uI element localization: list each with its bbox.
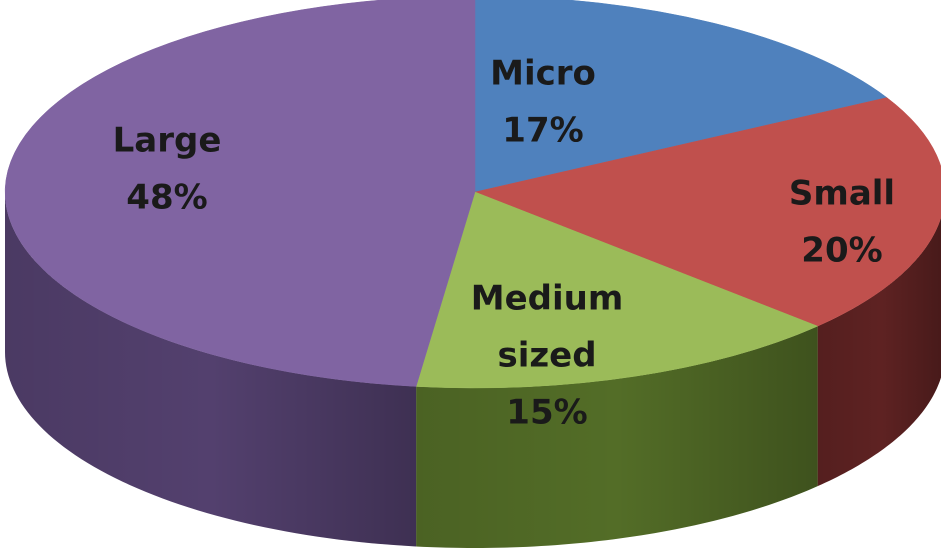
pie-side-walls — [5, 192, 941, 548]
pie-data-labels: Micro 17% Small 20% Medium sized 15% Large 48% — [113, 54, 895, 433]
slice-percent-label: 48% — [126, 178, 207, 218]
pie-slice-medium-sized — [415, 191, 819, 389]
slice-category-label: Micro — [490, 54, 596, 94]
pie-slice-small — [474, 97, 941, 327]
pie-slice-micro — [474, 0, 888, 193]
pie-slice-large — [4, 0, 476, 387]
slice-category-label: sized — [497, 336, 596, 376]
data-label-small: Small 20% — [789, 174, 895, 271]
slice-category-label: Medium — [471, 279, 624, 319]
pie-top-faces — [4, 0, 941, 389]
pie-side-shade-large — [5, 192, 417, 547]
slice-percent-label: 17% — [502, 111, 583, 151]
data-label-large: Large 48% — [113, 121, 222, 218]
pie-side-shade-small — [817, 217, 941, 487]
slice-category-label: Small — [789, 174, 895, 214]
data-label-medium-sized: Medium sized 15% — [471, 279, 624, 433]
slice-category-label: Large — [113, 121, 222, 161]
slice-percent-label: 20% — [801, 231, 882, 271]
data-label-micro: Micro 17% — [490, 54, 596, 151]
pie-side-shade-medium-sized — [416, 326, 818, 548]
slice-percent-label: 15% — [506, 393, 587, 433]
